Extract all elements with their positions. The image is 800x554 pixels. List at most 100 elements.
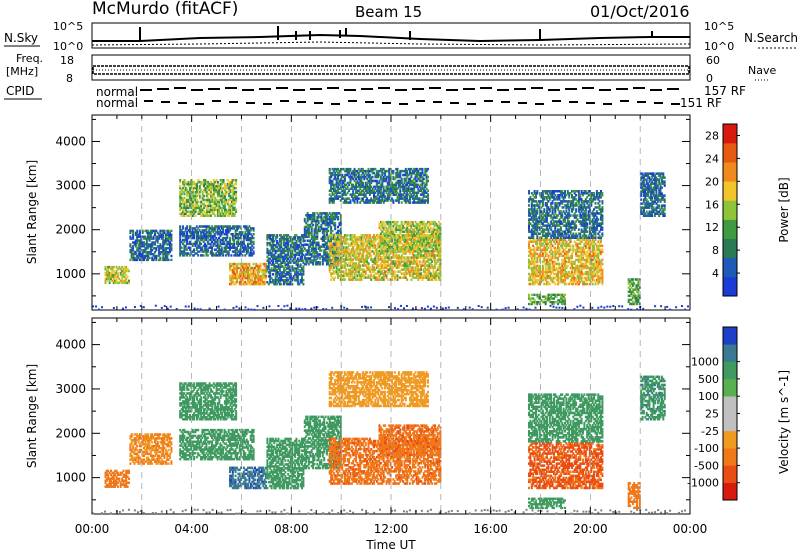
echo-cell	[105, 269, 108, 273]
echo-cell	[200, 200, 203, 204]
echo-cell	[233, 234, 236, 238]
echo-cell	[148, 237, 151, 240]
echo-cell	[204, 234, 207, 238]
echo-cell	[167, 243, 170, 246]
echo-cell	[216, 192, 219, 196]
echo-cell	[262, 280, 265, 284]
echo-cell	[195, 252, 198, 255]
echo-cell	[269, 279, 272, 282]
echo-cell	[212, 242, 215, 246]
echo-cell	[248, 280, 251, 284]
echo-cell	[167, 237, 170, 240]
echo-cell	[248, 242, 251, 246]
echo-cell	[203, 206, 205, 210]
echo-cell	[236, 225, 238, 228]
echo-cell	[237, 242, 240, 246]
echo-cell	[211, 240, 213, 244]
echo-cell	[226, 182, 229, 186]
echo-cell	[248, 254, 251, 257]
echo-cell	[248, 272, 251, 276]
echo-cell	[212, 200, 215, 204]
echo-cell	[249, 238, 252, 242]
echo-cell	[121, 269, 124, 273]
echo-cell	[162, 239, 165, 242]
echo-cell	[230, 208, 233, 212]
echo-cell	[195, 229, 198, 232]
echo-cell	[187, 234, 190, 238]
echo-cell	[221, 214, 224, 217]
echo-cell	[194, 196, 197, 200]
echo-cell	[187, 198, 190, 202]
echo-cell	[208, 210, 211, 213]
echo-cell	[180, 206, 183, 210]
echo-cell	[198, 242, 201, 246]
echo-cell	[149, 229, 152, 233]
echo-cell	[232, 184, 235, 188]
echo-cell	[189, 204, 191, 208]
echo-cell	[313, 212, 316, 215]
echo-cell	[155, 235, 158, 238]
echo-cell	[240, 234, 243, 238]
echo-cell	[136, 247, 139, 250]
echo-cell	[270, 277, 273, 280]
echo-cell	[223, 225, 226, 228]
echo-cell	[236, 268, 238, 272]
cpid-text-lower: normal	[96, 96, 138, 110]
cpid-overlap-mark	[552, 100, 561, 102]
echo-cell	[148, 235, 151, 238]
echo-cell	[145, 231, 148, 234]
cpid-overlap-mark	[667, 88, 679, 90]
echo-cell	[209, 252, 212, 255]
echo-cell	[331, 229, 334, 233]
echo-cell	[248, 274, 251, 278]
echo-cell	[238, 270, 241, 274]
echo-cell	[211, 196, 214, 200]
echo-cell	[228, 194, 231, 198]
nsky-panel: N.Sky 10^5 10^0 10^5 10^0 N.Search	[4, 20, 798, 53]
echo-cell	[126, 269, 129, 273]
echo-cell	[206, 250, 209, 253]
echo-cell	[190, 227, 193, 230]
echo-cell	[235, 179, 238, 182]
echo-cell	[115, 265, 118, 269]
echo-cell	[244, 272, 247, 276]
echo-cell	[203, 198, 205, 202]
echo-cell	[211, 204, 214, 208]
echo-cell	[219, 212, 222, 215]
echo-cell	[220, 231, 223, 234]
echo-cell	[265, 274, 267, 278]
echo-cell	[218, 194, 221, 198]
echo-cell	[137, 256, 140, 260]
echo-cell	[200, 206, 203, 210]
echo-cell	[108, 271, 111, 275]
echo-cell	[129, 250, 132, 254]
echo-cell	[219, 179, 222, 182]
echo-cell	[238, 225, 241, 228]
echo-cell	[220, 233, 223, 236]
cpid-overlap-mark	[157, 88, 169, 90]
echo-cell	[226, 234, 229, 238]
echo-cell	[191, 250, 194, 253]
echo-cell	[368, 234, 371, 237]
echo-cell	[256, 274, 259, 278]
echo-cell	[211, 208, 214, 212]
echo-cell	[244, 233, 247, 236]
echo-cell	[201, 236, 204, 240]
echo-cell	[229, 204, 232, 208]
echo-cell	[382, 220, 385, 224]
echo-cell	[136, 233, 139, 236]
echo-cell	[118, 281, 121, 285]
cpid-overlap-mark	[416, 100, 425, 102]
echo-cell	[252, 240, 255, 244]
echo-cell	[180, 229, 183, 232]
echo-cell	[170, 229, 173, 233]
station-title: McMurdo (fitACF)	[92, 0, 238, 19]
echo-cell	[188, 229, 191, 232]
echo-cell	[206, 234, 209, 238]
echo-cell	[251, 244, 254, 247]
echo-cell	[228, 192, 231, 196]
echo-cell	[215, 225, 218, 228]
echo-cell	[216, 188, 219, 192]
echo-cell	[166, 237, 169, 240]
echo-cell	[245, 225, 248, 228]
